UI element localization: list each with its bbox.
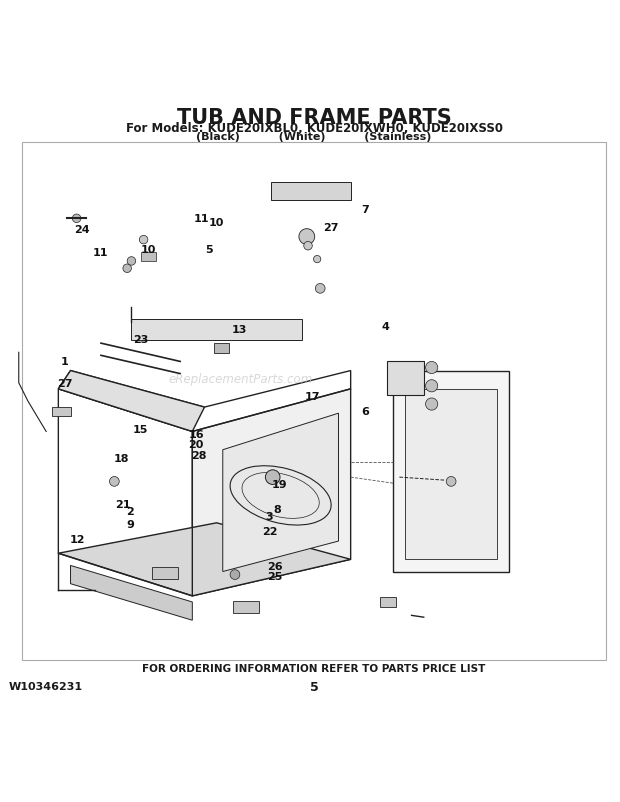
Polygon shape xyxy=(393,371,509,572)
Text: 1: 1 xyxy=(61,358,69,367)
Text: 3: 3 xyxy=(265,512,273,522)
Text: 26: 26 xyxy=(267,562,282,572)
Polygon shape xyxy=(214,343,229,354)
Text: 4: 4 xyxy=(382,322,390,333)
Polygon shape xyxy=(71,565,192,620)
Polygon shape xyxy=(131,318,302,340)
Text: 5: 5 xyxy=(205,245,213,255)
Text: 13: 13 xyxy=(231,325,247,335)
Text: 2: 2 xyxy=(126,507,135,517)
Text: W10346231: W10346231 xyxy=(9,683,83,692)
Text: 16: 16 xyxy=(188,430,204,439)
Polygon shape xyxy=(232,601,259,613)
Circle shape xyxy=(425,398,438,410)
Circle shape xyxy=(314,256,321,263)
Text: 18: 18 xyxy=(114,454,130,464)
Text: eReplacementParts.com: eReplacementParts.com xyxy=(169,373,313,387)
Polygon shape xyxy=(223,413,339,572)
Text: (Black)          (White)          (Stainless): (Black) (White) (Stainless) xyxy=(197,132,432,142)
Circle shape xyxy=(316,283,325,294)
Polygon shape xyxy=(151,567,179,579)
Text: 11: 11 xyxy=(92,248,108,257)
Circle shape xyxy=(446,476,456,486)
Polygon shape xyxy=(58,523,351,596)
Circle shape xyxy=(304,241,312,250)
Text: 6: 6 xyxy=(361,407,370,417)
Circle shape xyxy=(127,257,136,265)
Text: 11: 11 xyxy=(193,214,209,224)
Text: 12: 12 xyxy=(69,535,85,545)
Text: 20: 20 xyxy=(188,439,204,450)
Circle shape xyxy=(299,229,315,245)
Text: 22: 22 xyxy=(262,527,277,537)
Polygon shape xyxy=(272,182,351,200)
Polygon shape xyxy=(58,371,205,431)
Polygon shape xyxy=(192,389,351,596)
Text: 23: 23 xyxy=(133,335,148,345)
Polygon shape xyxy=(405,389,497,559)
Circle shape xyxy=(265,470,280,484)
Circle shape xyxy=(140,235,148,244)
Text: 9: 9 xyxy=(126,520,135,530)
Polygon shape xyxy=(141,252,156,261)
Text: 10: 10 xyxy=(209,217,224,228)
Text: 15: 15 xyxy=(133,425,148,435)
Circle shape xyxy=(73,214,81,223)
Text: 27: 27 xyxy=(324,223,339,233)
Text: 17: 17 xyxy=(304,392,320,403)
Circle shape xyxy=(123,264,131,273)
Text: For Models: KUDE20IXBL0, KUDE20IXWH0, KUDE20IXSS0: For Models: KUDE20IXBL0, KUDE20IXWH0, KU… xyxy=(126,122,503,135)
Polygon shape xyxy=(388,362,423,395)
Text: TUB AND FRAME PARTS: TUB AND FRAME PARTS xyxy=(177,107,451,128)
Circle shape xyxy=(230,569,240,579)
Circle shape xyxy=(110,476,119,486)
Polygon shape xyxy=(52,407,71,416)
Text: 5: 5 xyxy=(310,681,319,694)
Text: 28: 28 xyxy=(191,451,206,461)
Text: 24: 24 xyxy=(74,225,89,235)
Circle shape xyxy=(425,362,438,374)
Text: 27: 27 xyxy=(57,379,73,389)
Text: 7: 7 xyxy=(361,205,370,215)
Polygon shape xyxy=(380,597,396,607)
Text: 25: 25 xyxy=(267,572,282,582)
Circle shape xyxy=(425,379,438,392)
Text: 19: 19 xyxy=(272,480,288,490)
Text: 21: 21 xyxy=(115,500,131,510)
Text: 8: 8 xyxy=(273,504,281,515)
Text: 10: 10 xyxy=(141,245,156,255)
Text: FOR ORDERING INFORMATION REFER TO PARTS PRICE LIST: FOR ORDERING INFORMATION REFER TO PARTS … xyxy=(143,664,486,674)
